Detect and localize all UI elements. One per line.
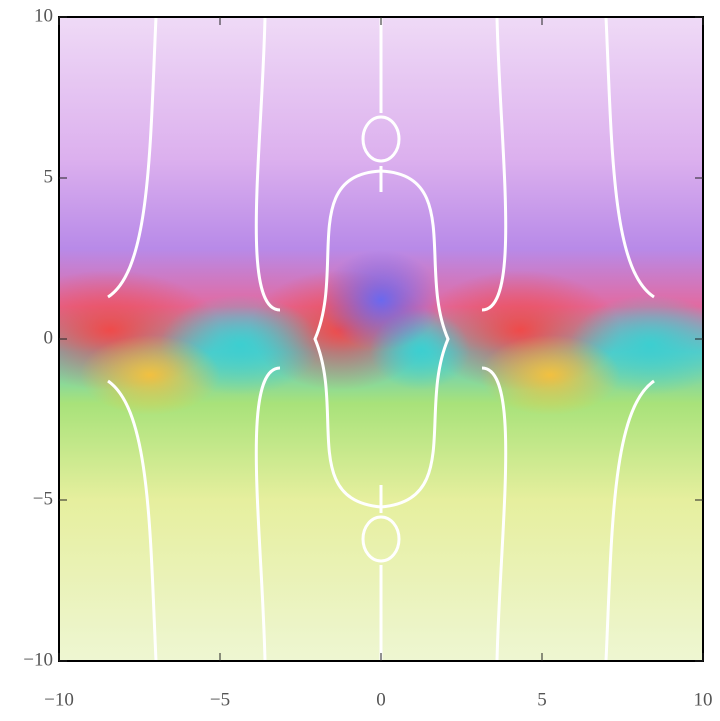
y-tick-label: −10	[23, 649, 53, 670]
y-tick-label: 10	[34, 5, 53, 26]
x-tick-label: 5	[537, 689, 547, 710]
x-tick-label: 0	[376, 689, 386, 710]
plot-area	[59, 17, 703, 661]
y-tick-label: 0	[44, 327, 54, 348]
x-tick-label: −5	[210, 689, 230, 710]
x-tick-label: 10	[694, 689, 713, 710]
y-tick-label: 5	[44, 166, 54, 187]
x-tick-label: −10	[44, 689, 74, 710]
y-tick-label: −5	[33, 488, 53, 509]
